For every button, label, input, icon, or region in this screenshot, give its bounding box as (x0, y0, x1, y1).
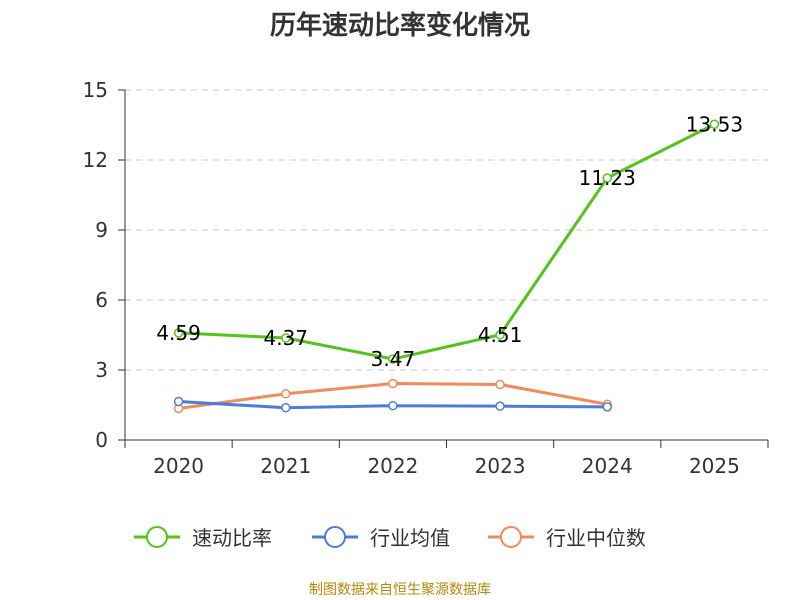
x-tick-label: 2025 (689, 454, 740, 478)
legend: 速动比率 行业均值 行业中位数 (134, 526, 646, 550)
y-tick-label: 12 (83, 148, 108, 172)
series-1 (173, 396, 612, 413)
chart-title: 历年速动比率变化情况 (270, 10, 530, 41)
legend-label: 速动比率 (192, 526, 272, 550)
y-tick-label: 0 (95, 428, 108, 452)
data-point (495, 401, 505, 411)
series-layer (173, 119, 720, 414)
data-point (281, 333, 291, 343)
series-line (178, 122, 716, 361)
data-point (388, 378, 398, 389)
legend-item-2[interactable]: 行业中位数 (488, 526, 646, 550)
legend-marker-icon (500, 526, 522, 548)
data-label: 4.37 (263, 326, 308, 350)
data-point (495, 330, 505, 340)
x-tick-label: 2021 (260, 454, 311, 478)
data-point (495, 379, 505, 390)
data-point (602, 402, 612, 412)
x-tick-label: 2022 (367, 454, 418, 478)
grid (125, 89, 768, 371)
data-point (281, 389, 291, 399)
legend-label: 行业均值 (370, 526, 450, 550)
data-point (388, 400, 398, 411)
data-point (602, 173, 612, 183)
legend-item-1[interactable]: 行业均值 (312, 526, 450, 550)
data-label: 13.53 (686, 112, 743, 136)
data-point (709, 119, 720, 130)
legend-label: 行业中位数 (546, 526, 646, 550)
data-label: 11.23 (579, 166, 636, 190)
series-2 (173, 378, 612, 414)
data-label: 4.59 (156, 321, 201, 345)
y-tick-label: 15 (83, 78, 108, 102)
legend-marker-icon (146, 526, 168, 548)
data-label: 3.47 (371, 347, 416, 371)
legend-marker-icon (324, 526, 346, 548)
data-point (388, 354, 398, 364)
y-tick-label: 9 (95, 218, 108, 242)
axes: 0 3 6 9 12 15 2020 2021 2022 2023 2024 2025 (83, 78, 769, 478)
source-note: 制图数据来自恒生聚源数据库 (309, 582, 491, 598)
legend-item-0[interactable]: 速动比率 (134, 526, 272, 550)
x-tick-label: 2023 (475, 454, 526, 478)
data-point (281, 403, 291, 413)
data-label: 4.51 (478, 323, 523, 347)
data-point (173, 396, 184, 407)
x-tick-label: 2020 (153, 454, 204, 478)
data-labels: 4.59 4.37 3.47 4.51 11.23 13.53 (156, 112, 743, 371)
series-0 (173, 119, 720, 364)
data-point (173, 328, 184, 338)
y-tick-label: 6 (95, 288, 108, 312)
y-tick-label: 3 (95, 358, 108, 382)
x-tick-label: 2024 (582, 454, 633, 478)
